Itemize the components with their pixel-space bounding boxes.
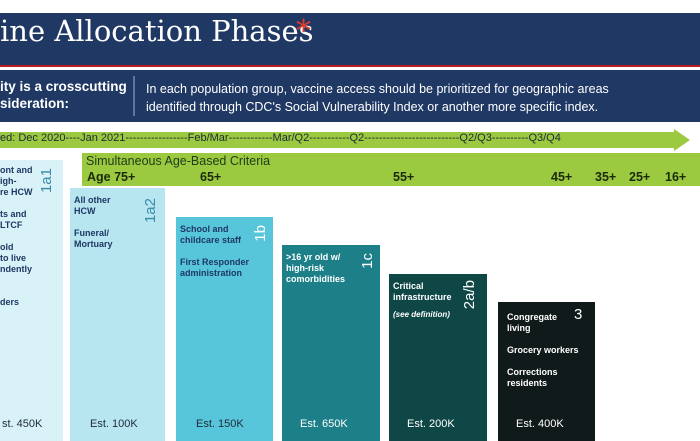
spacer [0, 231, 33, 242]
timeline-label: ed: Dec 2020----Jan 2021----------------… [0, 132, 561, 144]
group-line: ndently [0, 264, 33, 274]
spacer [180, 246, 249, 257]
group-line: Critical [393, 281, 424, 291]
phase-1a1-estimate: st. 450K [2, 418, 43, 430]
top-strip [0, 0, 700, 13]
equity-statement-line1: In each population group, vaccine access… [146, 82, 609, 96]
group-line: Funeral/ [74, 228, 110, 238]
phase-3-code: 3 [574, 306, 583, 323]
equity-banner [0, 70, 700, 122]
phase-1a2-estimate: Est. 100K [90, 418, 138, 430]
phase-1b-estimate: Est. 150K [196, 418, 244, 430]
age-35-label: 35+ [595, 170, 617, 184]
age-75-label: Age 75+ [87, 170, 136, 184]
age-criteria-label: Simultaneous Age-Based Criteria [86, 154, 271, 168]
group-line: administration [180, 268, 243, 278]
phase-1a1-groups: ont and igh- re HCW ts and LTCF old to l… [0, 165, 33, 308]
equity-heading-line2: sideration: [0, 96, 70, 111]
phase-1b-code: 1b [252, 225, 269, 242]
group-line: School and [180, 224, 229, 234]
group-line: old [0, 242, 14, 252]
group-line: residents [507, 378, 548, 388]
phase-3-groups: Congregate living Grocery workers Correc… [507, 312, 579, 389]
group-line: Mortuary [74, 239, 113, 249]
group-line: to live [0, 253, 27, 263]
phase-2ab-groups: Critical infrastructure (see definition) [393, 281, 452, 320]
group-line: comorbidities [286, 274, 346, 284]
divider [0, 65, 700, 67]
spacer [507, 356, 579, 367]
equity-heading: ity is a crosscutting sideration: [0, 78, 130, 112]
group-line: First Responder [180, 257, 250, 267]
phase-3-column: Congregate living Grocery workers Correc… [498, 302, 595, 441]
group-line: >16 yr old w/ [286, 252, 341, 262]
group-line: HCW [74, 206, 96, 216]
equity-heading-line1: ity is a crosscutting [0, 79, 127, 94]
phase-2ab-estimate: Est. 200K [407, 418, 455, 430]
group-line: infrastructure [393, 292, 452, 302]
group-line: ders [0, 297, 20, 307]
equity-separator [133, 76, 135, 116]
group-line: All other [74, 195, 111, 205]
phase-3-estimate: Est. 400K [516, 418, 564, 430]
age-45-label: 45+ [551, 170, 573, 184]
page-title: ine Allocation Phases [0, 14, 314, 48]
phase-1b-column: School and childcare staff First Respond… [176, 217, 273, 441]
spacer [0, 198, 33, 209]
group-line: LTCF [0, 220, 23, 230]
title-banner [0, 13, 700, 65]
age-16-label: 16+ [665, 170, 687, 184]
timeline-arrow [0, 129, 690, 151]
phase-1c-column: >16 yr old w/ high-risk comorbidities 1c… [282, 245, 380, 441]
group-line: ts and [0, 209, 27, 219]
spacer [507, 334, 579, 345]
phase-1a2-column: All other HCW Funeral/ Mortuary 1a2 Est.… [70, 188, 165, 441]
spacer [0, 275, 33, 297]
group-line: ont and [0, 165, 33, 175]
group-line: re HCW [0, 187, 33, 197]
age-25-label: 25+ [629, 170, 651, 184]
title-asterisk: * [296, 14, 311, 49]
group-line: Congregate [507, 312, 558, 322]
phase-1a1-code: 1a1 [38, 168, 55, 194]
phase-1a2-code: 1a2 [142, 198, 159, 224]
phase-2ab-code: 2a/b [461, 280, 478, 310]
phase-1c-code: 1c [359, 253, 376, 269]
phase-1a2-groups: All other HCW Funeral/ Mortuary [74, 195, 113, 250]
group-line: Corrections [507, 367, 558, 377]
phase-1a1-column: ont and igh- re HCW ts and LTCF old to l… [0, 160, 63, 441]
phase-2ab-column: Critical infrastructure (see definition)… [389, 274, 487, 441]
group-line: high-risk [286, 263, 325, 273]
group-line: igh- [0, 176, 17, 186]
equity-statement: In each population group, vaccine access… [146, 80, 691, 116]
spacer [74, 217, 113, 228]
group-line: childcare staff [180, 235, 242, 245]
age-65-label: 65+ [200, 170, 222, 184]
phase-1c-groups: >16 yr old w/ high-risk comorbidities [286, 252, 345, 285]
group-line: Grocery workers [507, 345, 579, 355]
age-criteria-band [82, 153, 700, 186]
age-55-label: 55+ [393, 170, 415, 184]
phase-1c-estimate: Est. 650K [300, 418, 348, 430]
equity-statement-line2: identified through CDC's Social Vulnerab… [146, 100, 599, 114]
phase-1b-groups: School and childcare staff First Respond… [180, 224, 249, 279]
see-definition-link[interactable]: (see definition) [393, 310, 450, 319]
group-line: living [507, 323, 531, 333]
